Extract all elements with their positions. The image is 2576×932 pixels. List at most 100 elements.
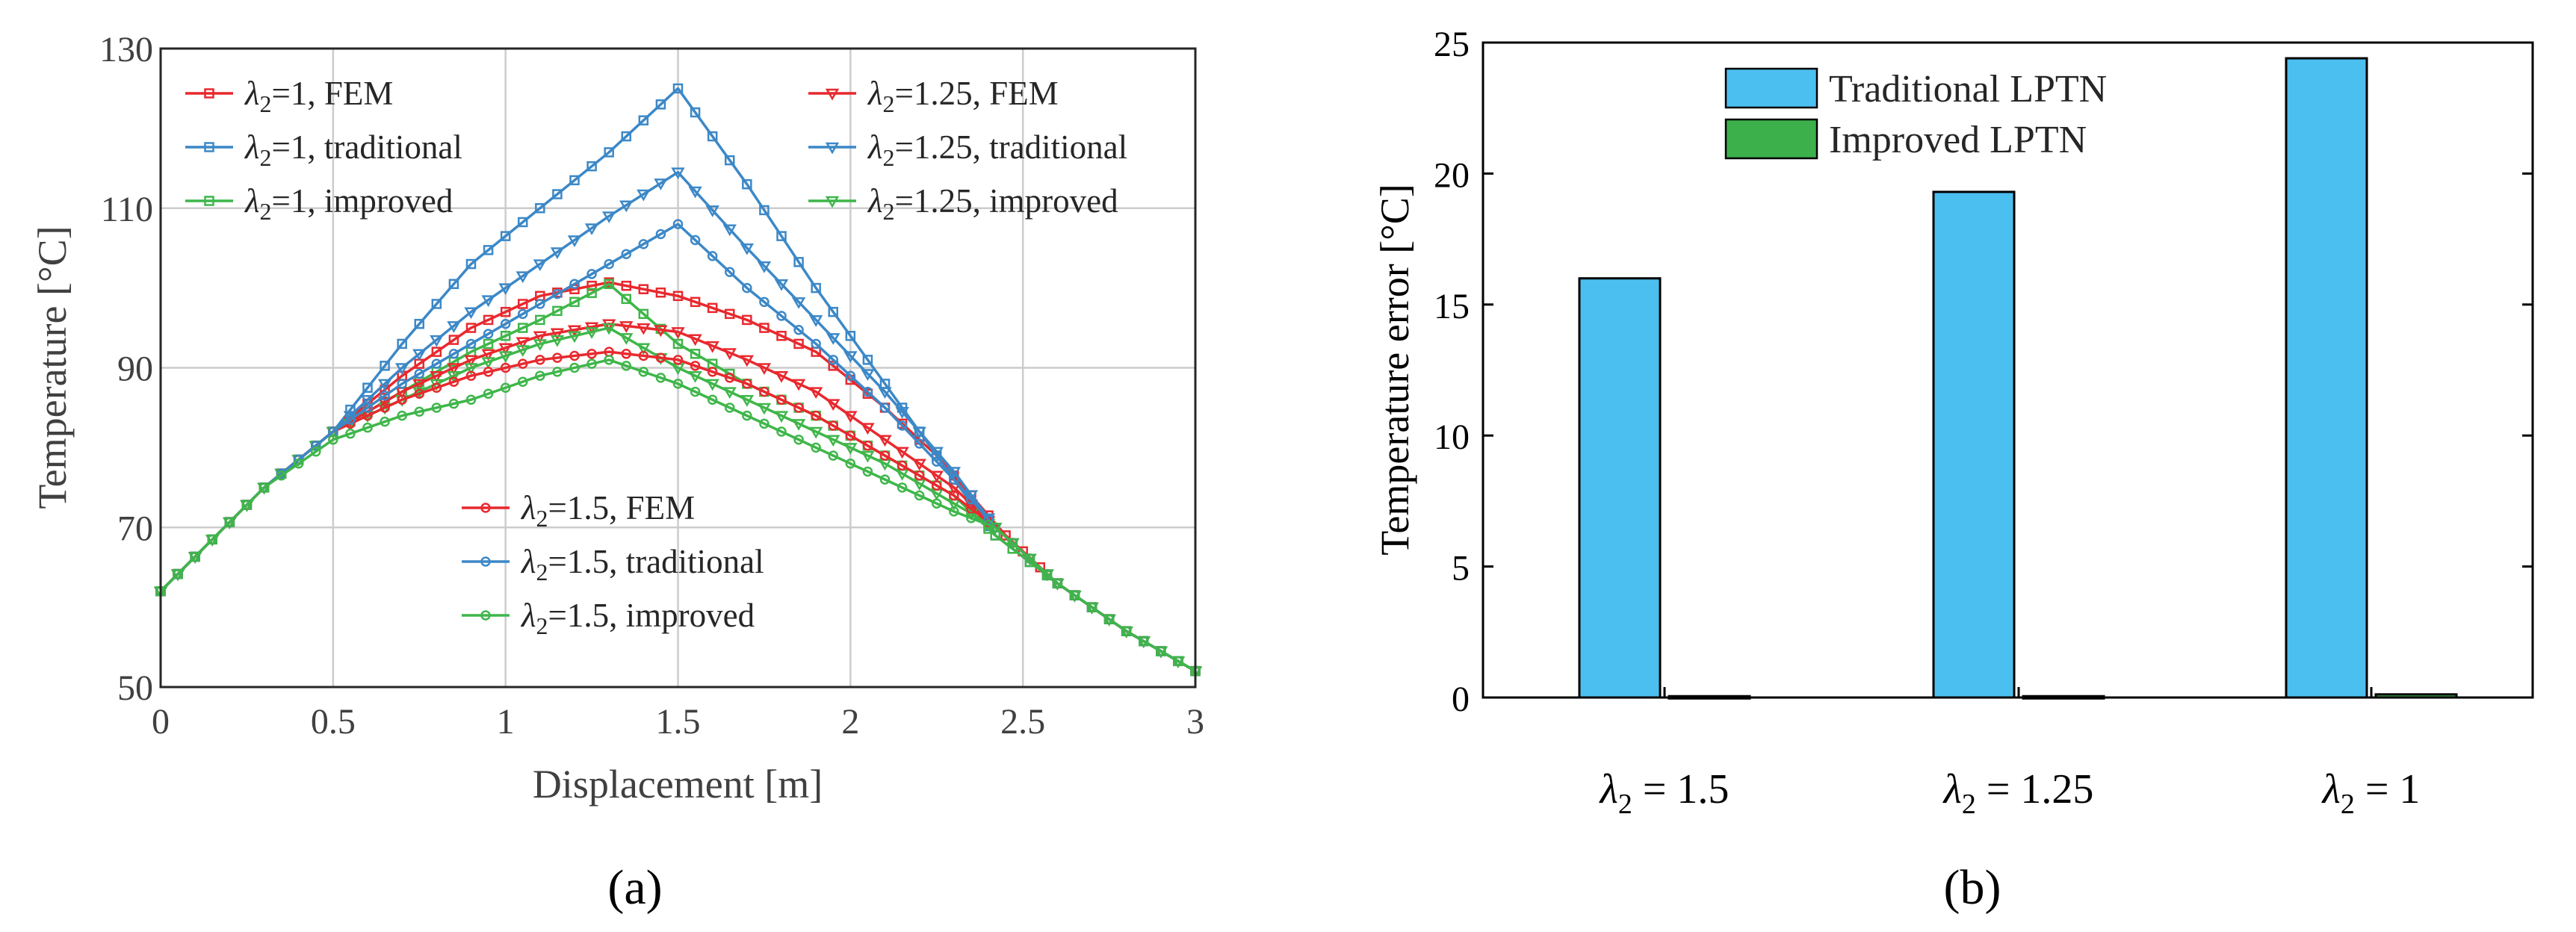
legend-swatch-marker <box>204 88 214 99</box>
data-point <box>672 379 684 389</box>
data-point <box>811 442 821 453</box>
data-point <box>949 474 959 485</box>
data-point <box>535 299 545 309</box>
data-point <box>707 394 718 405</box>
legend-label-b: Improved LPTN <box>1829 119 2087 161</box>
data-point <box>586 288 597 299</box>
data-point <box>672 355 684 365</box>
data-point <box>380 391 390 401</box>
data-point <box>690 349 701 359</box>
data-point <box>448 279 459 290</box>
data-point <box>757 363 772 375</box>
data-point <box>655 352 666 363</box>
data-point <box>862 440 873 451</box>
data-point <box>567 235 582 247</box>
data-point <box>740 243 755 255</box>
data-point <box>431 358 442 369</box>
category-label-b: λ2 = 1.5 <box>1599 766 1730 820</box>
y-tick-label-b: 0 <box>1452 680 1470 719</box>
data-point <box>483 338 494 350</box>
data-point <box>742 410 752 421</box>
category-label-b: λ2 = 1 <box>2321 766 2421 820</box>
data-point <box>828 306 838 317</box>
data-point <box>621 361 631 371</box>
data-point <box>861 450 875 463</box>
data-point <box>258 482 270 493</box>
data-point <box>776 331 787 341</box>
data-point <box>465 338 477 350</box>
data-point <box>845 459 856 469</box>
data-point <box>380 361 390 371</box>
data-point <box>431 347 442 357</box>
data-point <box>878 435 892 447</box>
data-point <box>722 387 737 400</box>
legend-entry-a: λ2=1.25, traditional <box>808 128 1127 171</box>
data-point <box>843 443 858 455</box>
data-point <box>465 258 477 270</box>
data-point <box>550 335 565 347</box>
x-ticks-a: 0 0.5 1 1.5 2 2.5 3 <box>152 702 1204 742</box>
data-point <box>498 351 513 363</box>
data-point <box>828 420 838 431</box>
data-point <box>811 338 821 350</box>
data-point <box>638 308 649 320</box>
data-point <box>362 403 373 413</box>
legend-label: λ2=1, traditional <box>244 128 462 171</box>
data-point <box>500 306 511 317</box>
legend-entry-a: λ2=1.25, FEM <box>808 75 1059 117</box>
data-point <box>518 308 528 320</box>
data-point <box>949 490 959 501</box>
data-point <box>377 397 392 409</box>
legend-label: λ2=1.25, traditional <box>867 128 1127 171</box>
data-point <box>654 178 668 190</box>
data-point <box>190 551 200 562</box>
data-point <box>672 338 684 350</box>
data-point <box>725 155 735 166</box>
data-point <box>465 394 477 405</box>
data-point <box>707 131 718 142</box>
data-point <box>826 333 840 345</box>
data-point <box>515 345 530 357</box>
data-point <box>808 387 823 400</box>
data-point <box>879 403 891 413</box>
category-label-b: λ2 = 1.25 <box>1942 766 2094 820</box>
data-point <box>621 131 631 142</box>
bar-traditional <box>1578 277 1662 699</box>
legend-entry-b: Improved LPTN <box>1724 118 2087 161</box>
data-point <box>448 376 459 387</box>
x-tick-label-a: 1.5 <box>656 702 701 742</box>
legend-swatch-b <box>1724 118 1818 160</box>
data-point <box>535 370 545 381</box>
legend-label: λ2=1, FEM <box>244 75 393 117</box>
data-point <box>742 314 752 326</box>
legend-swatch-marker <box>825 142 840 155</box>
data-point <box>690 107 701 118</box>
y-ticks-a: 50 70 90 110 130 <box>99 30 153 708</box>
legend-label: λ2=1.5, FEM <box>520 489 695 532</box>
data-point <box>725 308 735 320</box>
data-point <box>895 447 909 459</box>
data-point <box>293 459 304 469</box>
data-point <box>843 411 858 423</box>
data-point <box>481 295 495 308</box>
data-point <box>481 349 495 361</box>
data-point <box>498 283 513 296</box>
data-point <box>621 249 631 259</box>
data-point <box>862 355 873 365</box>
y-tick-label-a: 110 <box>101 190 153 229</box>
data-point <box>672 291 684 302</box>
bars-b <box>1578 57 2458 700</box>
legend-label: λ2=1.5, traditional <box>520 543 764 585</box>
y-tick-label-b: 15 <box>1434 287 1470 326</box>
data-point <box>533 339 548 351</box>
data-point <box>431 299 442 309</box>
legend-entry-a: λ2=1, improved <box>185 182 453 225</box>
data-point <box>483 329 494 339</box>
data-point <box>843 351 858 363</box>
y-tick-label-a: 90 <box>117 350 153 389</box>
data-point <box>791 419 806 431</box>
data-point <box>638 350 649 361</box>
y-tick-label-b: 25 <box>1434 25 1470 64</box>
data-point <box>377 379 392 391</box>
